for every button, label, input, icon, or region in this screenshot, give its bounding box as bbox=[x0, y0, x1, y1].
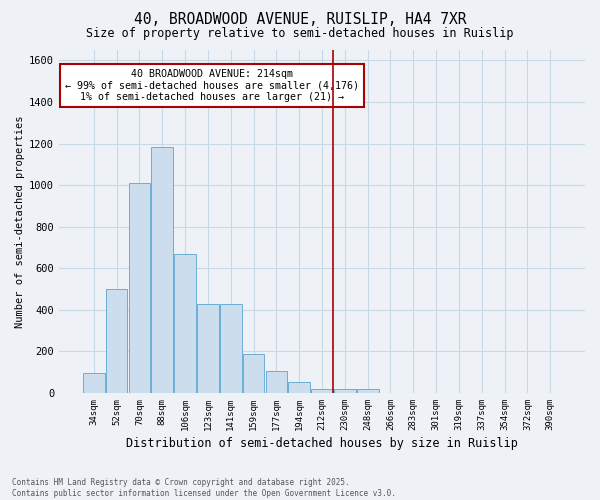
Text: 40, BROADWOOD AVENUE, RUISLIP, HA4 7XR: 40, BROADWOOD AVENUE, RUISLIP, HA4 7XR bbox=[134, 12, 466, 28]
Bar bbox=[243, 354, 265, 393]
Bar bbox=[197, 304, 219, 393]
Bar bbox=[151, 146, 173, 393]
X-axis label: Distribution of semi-detached houses by size in Ruislip: Distribution of semi-detached houses by … bbox=[126, 437, 518, 450]
Bar bbox=[289, 382, 310, 393]
Text: 40 BROADWOOD AVENUE: 214sqm
← 99% of semi-detached houses are smaller (4,176)
1%: 40 BROADWOOD AVENUE: 214sqm ← 99% of sem… bbox=[65, 68, 359, 102]
Text: Size of property relative to semi-detached houses in Ruislip: Size of property relative to semi-detach… bbox=[86, 28, 514, 40]
Bar bbox=[266, 371, 287, 393]
Bar bbox=[83, 373, 104, 393]
Text: Contains HM Land Registry data © Crown copyright and database right 2025.
Contai: Contains HM Land Registry data © Crown c… bbox=[12, 478, 396, 498]
Bar bbox=[334, 389, 356, 393]
Bar bbox=[220, 304, 242, 393]
Bar bbox=[128, 183, 150, 393]
Bar bbox=[106, 289, 127, 393]
Y-axis label: Number of semi-detached properties: Number of semi-detached properties bbox=[15, 115, 25, 328]
Bar bbox=[311, 389, 333, 393]
Bar bbox=[174, 254, 196, 393]
Bar bbox=[357, 389, 379, 393]
